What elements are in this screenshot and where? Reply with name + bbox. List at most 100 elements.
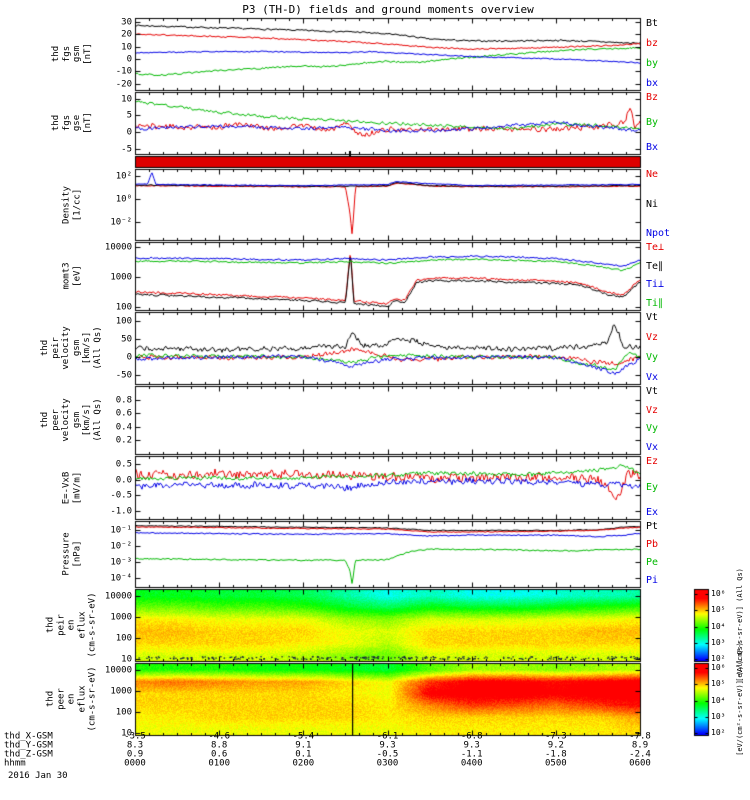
y-tick-label: 0.8 — [115, 395, 132, 405]
y-tick-label: 10 — [121, 728, 132, 738]
trace-label: Vt — [646, 386, 659, 397]
trace-label: Vy — [646, 352, 659, 363]
axis-annotation-value: 9.3 — [463, 740, 480, 751]
y-tick-label: 100 — [115, 707, 132, 717]
axis-annotation-value: -1.8 — [544, 749, 567, 760]
colorbar-tick-label: 10⁴ — [711, 695, 726, 705]
panel-ylabel-pressure: Pressure [nPa] — [61, 532, 82, 576]
page-title: P3 (TH-D) fields and ground moments over… — [242, 3, 534, 16]
axis-annotation-label: thd_Z-GSM — [4, 749, 53, 760]
trace-label: by — [646, 58, 659, 69]
trace-label: Ez — [646, 456, 659, 467]
trace-label: Pe — [646, 557, 659, 568]
trace-label: Pb — [646, 539, 659, 550]
axis-annotation-value: 0000 — [124, 758, 146, 769]
colorbar-tick-label: 10⁵ — [711, 605, 726, 615]
y-tick-label: 0.0 — [115, 475, 132, 485]
trace-label: By — [646, 117, 659, 128]
colorbar-tick-label: 10⁴ — [711, 621, 726, 631]
colorbar-tick-label: 10⁵ — [711, 679, 726, 689]
axis-annotation-value: -5.4 — [292, 731, 315, 742]
panel-efield — [135, 456, 640, 519]
axis-annotation-value: 8.9 — [631, 740, 649, 751]
y-tick-label: -0.5 — [110, 490, 132, 500]
axis-annotation-label: hhmm — [4, 758, 26, 769]
panel-roi_flag — [135, 156, 640, 167]
y-tick-label: 30 — [121, 17, 132, 27]
colorbar-axis-label: [eV/(cm²-s-sr-eV)] (All Qs) — [735, 642, 744, 756]
y-tick-label: -20 — [115, 79, 132, 89]
axis-annotation-value: 9.1 — [295, 740, 312, 751]
trace-label: Bt — [646, 18, 659, 29]
y-tick-label: 10⁻² — [110, 541, 132, 551]
axis-annotation-value: 8.8 — [211, 740, 228, 751]
axis-annotation-value: -7.3 — [544, 731, 567, 742]
y-tick-label: 1000 — [110, 272, 132, 282]
trace-label: bz — [646, 38, 659, 49]
y-tick-label: 0 — [126, 54, 132, 64]
panel-ylabel-peer_en_eflux: thd peer en eflux (cm-s-sr-eV) — [45, 666, 98, 732]
trace-label: Ni — [646, 198, 659, 210]
panel-ylabel-fgs_gsm: thd fgs gsm [nT] — [50, 43, 93, 65]
trace-label: Vy — [646, 423, 659, 435]
y-tick-label: 20 — [121, 29, 132, 39]
axis-annotation-value: 0.1 — [295, 749, 312, 760]
trace-label: Pt — [646, 521, 659, 532]
trace-label: Pi — [646, 575, 659, 586]
y-tick-label: 1000 — [110, 612, 132, 622]
y-tick-label: 10000 — [104, 591, 132, 601]
trace-label: Ti∥ — [646, 298, 664, 309]
panel-density — [135, 169, 640, 240]
axis-annotation-value: 0500 — [544, 758, 567, 769]
colorbar-tick-label: 10⁶ — [711, 662, 726, 672]
trace-label: Vx — [646, 442, 659, 453]
trace-label: Ex — [646, 507, 659, 518]
panel-peir_en_eflux — [135, 589, 640, 661]
y-tick-label: 10⁻² — [110, 217, 132, 227]
y-tick-label: 0.6 — [115, 408, 132, 418]
colorbar-tick-label: 10³ — [711, 712, 726, 721]
colorbar-tick-label: 10⁶ — [711, 588, 726, 598]
panel-ylabel-peir_velocity: thd peir velocity gsm [km/s] (All Qs) — [40, 326, 104, 370]
y-tick-label: 10 — [121, 94, 132, 104]
y-tick-label: 10² — [115, 171, 132, 181]
panel-fgs_gsm — [135, 18, 640, 90]
panel-momt3 — [135, 242, 640, 310]
axis-annotation-value: 0.9 — [126, 749, 144, 760]
date-label: 2016 Jan 30 — [8, 771, 68, 781]
y-tick-label: 0.4 — [115, 422, 132, 432]
axis-annotation-value: 0600 — [629, 758, 651, 769]
y-tick-label: 10 — [121, 654, 132, 664]
trace-label: Vx — [646, 372, 659, 383]
y-tick-label: 100 — [115, 633, 132, 643]
axis-annotation-value: 0300 — [376, 758, 399, 769]
panel-ylabel-momt3: momt3 [eV] — [61, 262, 82, 290]
y-tick-label: 5 — [126, 110, 132, 120]
trace-label: Vt — [646, 312, 659, 323]
colorbar-tick-label: 10² — [711, 654, 726, 664]
axis-annotation-value: 9.3 — [379, 740, 396, 751]
axis-annotation-value: -0.5 — [376, 749, 399, 760]
trace-label: Ne — [646, 169, 659, 180]
trace-label: Vz — [646, 332, 659, 343]
panel-ylabel-peer_velocity: thd peer velocity gsm [km/s] (All Qs) — [40, 398, 104, 442]
trace-label: Te∥ — [646, 260, 664, 272]
panel-pressure — [135, 521, 640, 587]
panel-ylabel-peir_en_eflux: thd peir en eflux (cm-s-sr-eV) — [45, 592, 98, 658]
axis-annotation-value: -6.8 — [460, 731, 483, 742]
y-tick-label: 0 — [126, 352, 132, 362]
y-tick-label: 1000 — [110, 686, 132, 696]
trace-label: bx — [646, 78, 659, 89]
trace-label: Te⊥ — [646, 242, 665, 253]
trace-label: Npot — [646, 228, 671, 239]
y-tick-label: 0 — [126, 127, 132, 137]
axis-annotation-value: -6.1 — [376, 731, 399, 742]
axis-annotation-value: -4.6 — [208, 731, 230, 742]
y-tick-label: 100 — [115, 302, 132, 312]
panel-fgs_gse — [135, 92, 640, 154]
y-tick-label: 10⁰ — [115, 194, 132, 204]
colorbar-tick-label: 10³ — [711, 638, 726, 647]
y-tick-label: -5 — [121, 144, 132, 154]
